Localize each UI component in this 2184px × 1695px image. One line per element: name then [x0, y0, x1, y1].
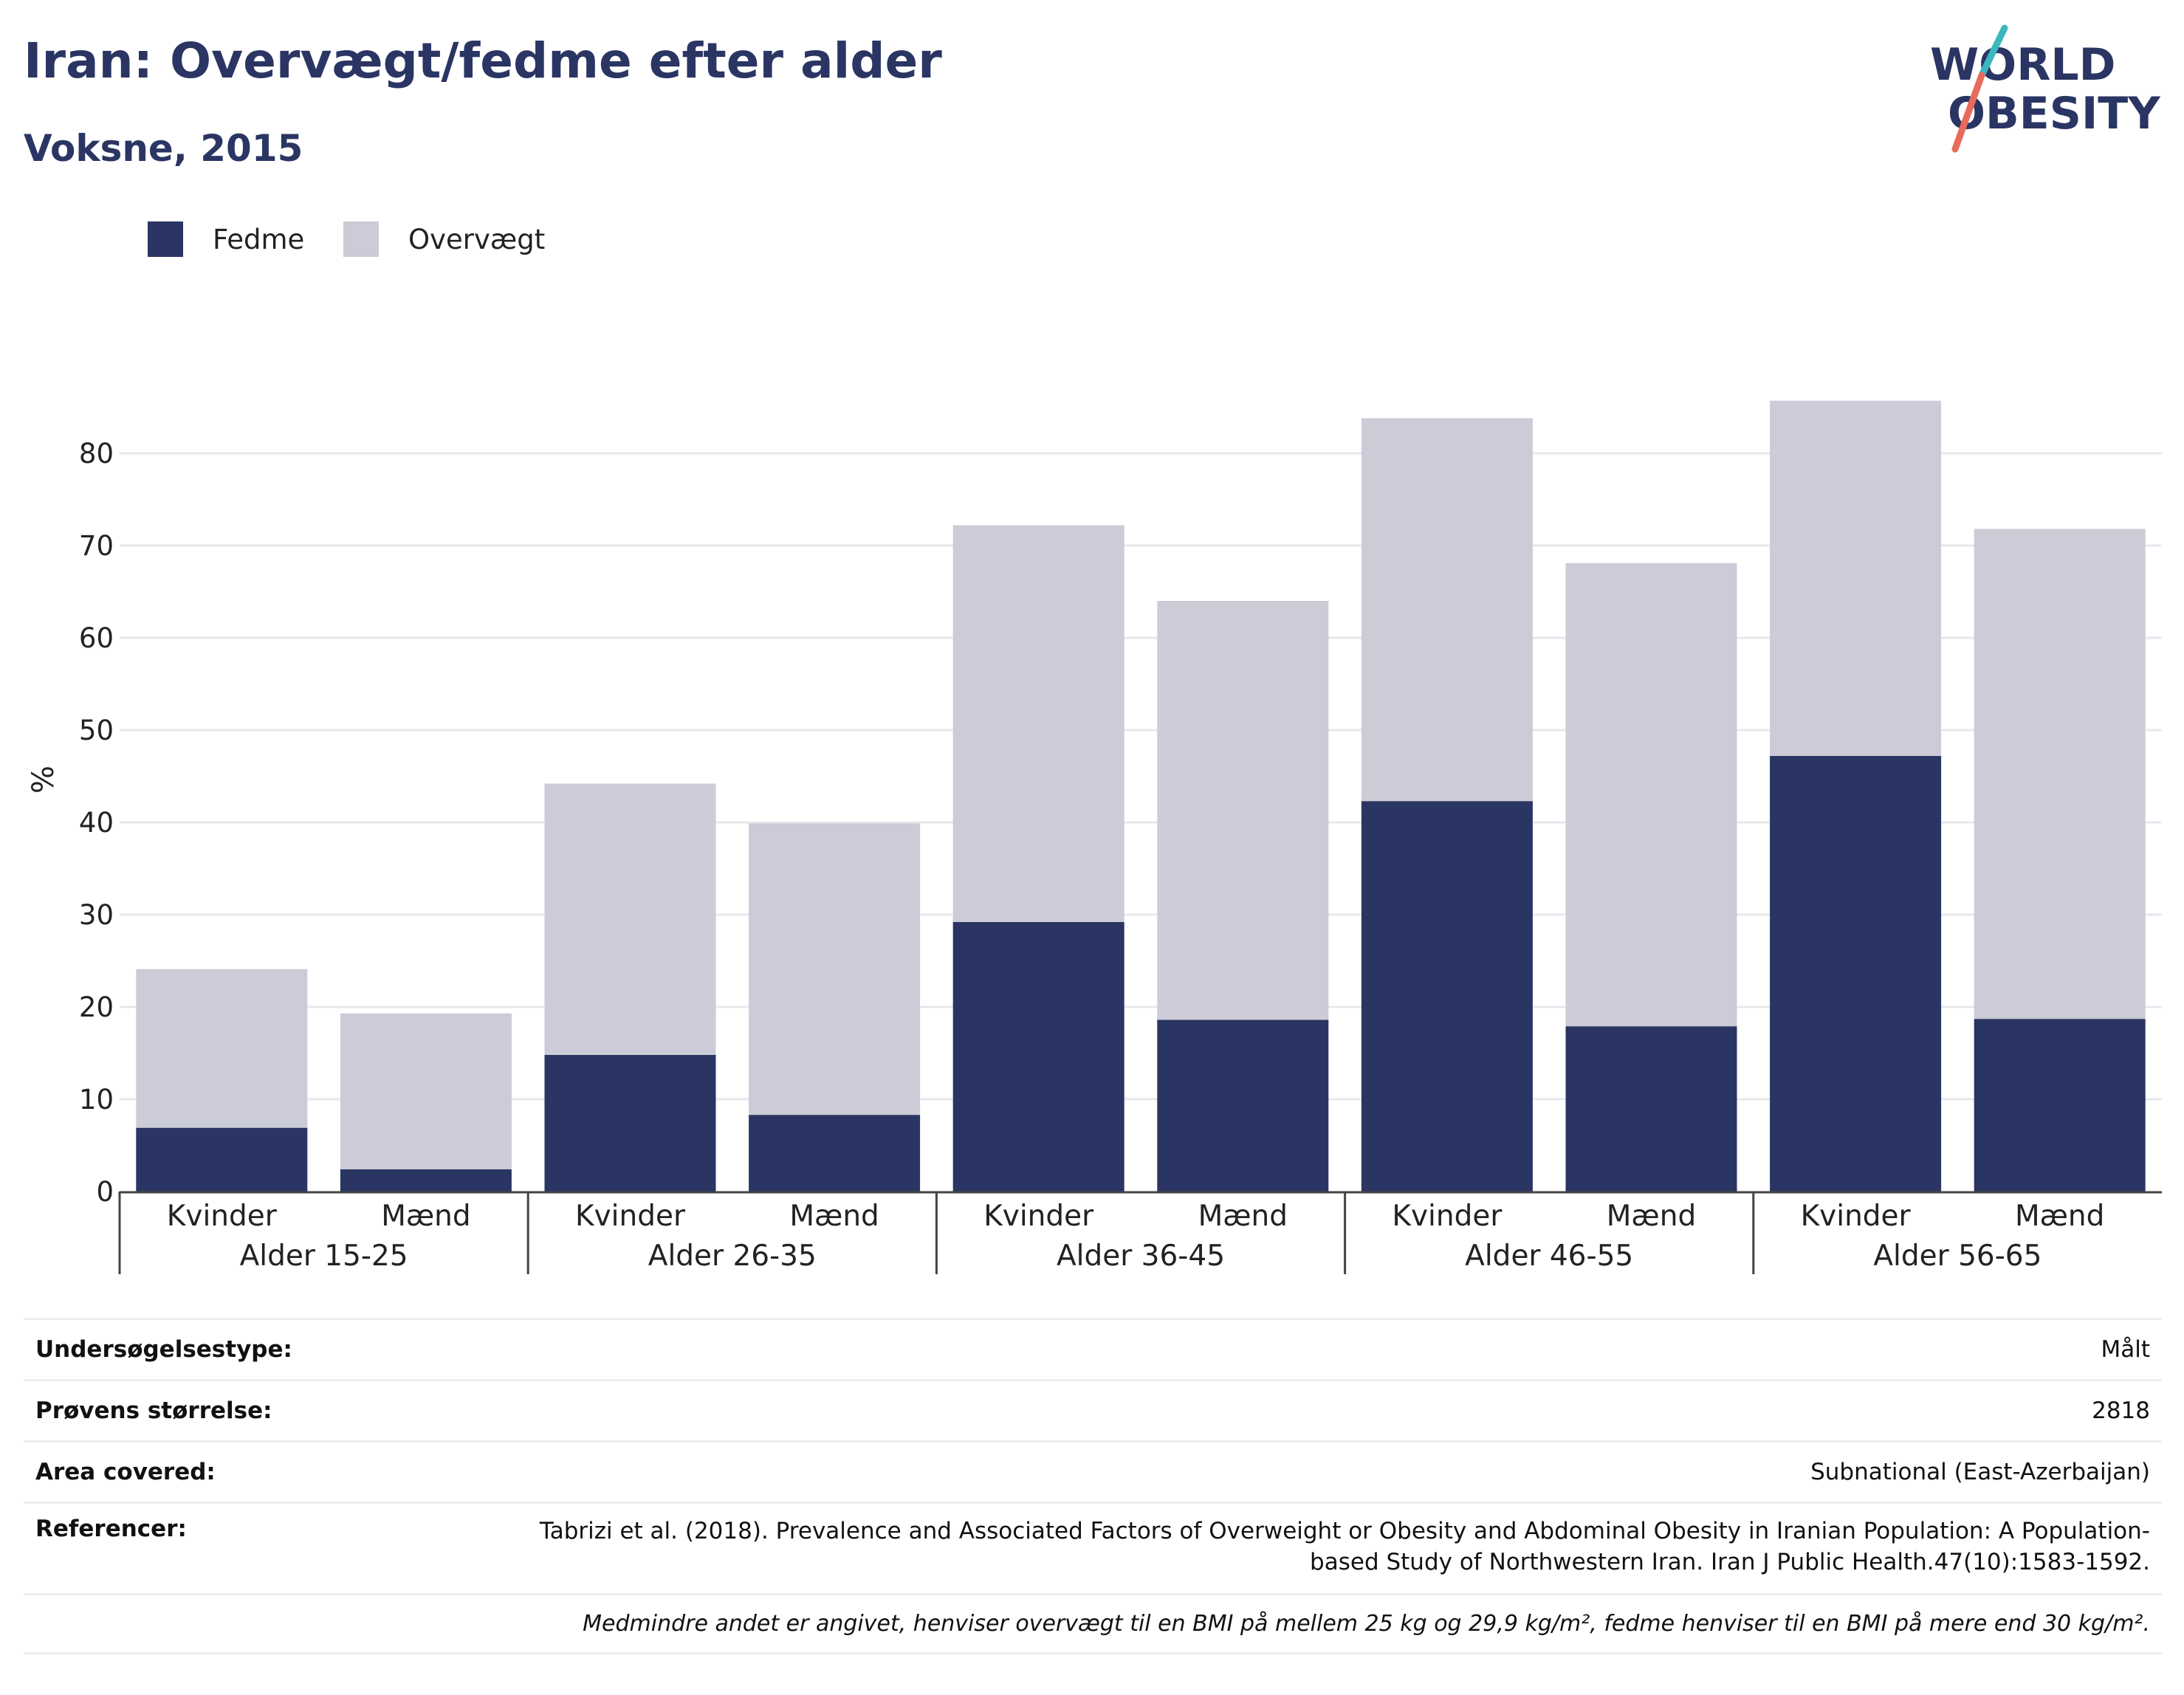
logo-slash-coral [1951, 72, 1985, 153]
bar-overvaegt [136, 969, 308, 1128]
x-group-label: Alder 36-45 [1057, 1240, 1225, 1273]
info-label: Undersøgelsestype: [35, 1336, 292, 1363]
bar-overvaegt [1565, 563, 1737, 1027]
bar-overvaegt [952, 525, 1124, 922]
bar-fedme [340, 1169, 512, 1192]
logo-line-2: OBESITY [1948, 88, 2161, 140]
y-tick-label: 50 [79, 715, 114, 746]
y-axis-label: % [27, 766, 61, 794]
world-obesity-logo: WORLD OBESITY [1930, 24, 2161, 153]
bar-overvaegt [1770, 400, 1942, 756]
info-row-area-covered: Area covered: Subnational (East-Azerbaij… [24, 1440, 2162, 1502]
x-axis: Kvinder Mænd Kvinder Mænd Kvinder Mænd Kvinder… [118, 1191, 2162, 1274]
references-text: Tabrizi et al. (2018). Prevalence and As… [539, 1518, 2150, 1575]
info-label: Prøvens størrelse: [35, 1397, 272, 1424]
x-group-label: Alder 26-35 [648, 1240, 817, 1273]
legend-swatch-fedme [148, 221, 183, 257]
x-category-label: Mænd [2015, 1200, 2104, 1233]
bar-fedme [1565, 1026, 1737, 1192]
legend-swatch-overvaegt [343, 221, 379, 257]
x-category-label: Kvinder [575, 1200, 686, 1233]
bar-fedme [544, 1055, 716, 1192]
bars [136, 400, 2146, 1192]
bar-fedme [749, 1115, 921, 1192]
bar-overvaegt [1974, 529, 2146, 1020]
bar-overvaegt [544, 783, 716, 1055]
bar-overvaegt [340, 1013, 512, 1169]
bar-overvaegt [1157, 601, 1329, 1020]
info-label: Area covered: [35, 1459, 216, 1485]
bar-fedme [1361, 801, 1533, 1192]
chart-subtitle: Voksne, 2015 [24, 127, 303, 170]
logo-slash-teal [1978, 24, 2008, 79]
bar-overvaegt [1361, 418, 1533, 802]
y-tick-label: 40 [79, 807, 114, 839]
info-row-sample-size: Prøvens størrelse: 2818 [24, 1379, 2162, 1440]
bar-fedme [1157, 1020, 1329, 1192]
bar-overvaegt [749, 823, 921, 1115]
bar-fedme [1770, 756, 1942, 1192]
bar-fedme [1974, 1019, 2146, 1192]
x-category-label: Kvinder [983, 1200, 1094, 1233]
x-category-label: Mænd [1607, 1200, 1696, 1233]
x-group-label: Alder 56-65 [1873, 1240, 2042, 1273]
legend-label: Fedme [213, 224, 304, 255]
legend-label: Overvægt [408, 224, 545, 255]
x-category-label: Kvinder [167, 1200, 278, 1233]
y-tick-label: 70 [79, 530, 114, 562]
x-group-label: Alder 15-25 [240, 1240, 408, 1273]
y-tick-label: 60 [79, 622, 114, 654]
note-text: Medmindre andet er angivet, henviser ove… [583, 1611, 2150, 1637]
info-table: Undersøgelsestype: Målt Prøvens størrels… [24, 1318, 2162, 1654]
bar-fedme [136, 1127, 308, 1192]
x-category-label: Kvinder [1392, 1200, 1503, 1233]
y-tick-label: 80 [79, 438, 114, 470]
info-label: Referencer: [35, 1516, 187, 1542]
x-category-label: Kvinder [1801, 1200, 1912, 1233]
info-row-survey-type: Undersøgelsestype: Målt [24, 1318, 2162, 1379]
x-category-label: Mænd [381, 1200, 470, 1233]
stacked-bar-chart: Fedme Overvægt 0 10 20 30 40 50 60 70 80% Kvinder… [27, 221, 2162, 1274]
y-tick-label: 20 [79, 991, 114, 1023]
bar-fedme [952, 922, 1124, 1192]
definition-note: Medmindre andet er angivet, henviser ove… [24, 1593, 2162, 1654]
legend: Fedme Overvægt [148, 221, 545, 257]
chart-title: Iran: Overvægt/fedme efter alder [24, 32, 942, 89]
y-tick-label: 10 [79, 1084, 114, 1115]
logo-line-1: WORLD [1930, 39, 2115, 91]
info-value: 2818 [2092, 1397, 2150, 1424]
info-row-references: Referencer: Tabrizi et al. (2018). Preva… [24, 1502, 2162, 1593]
y-tick-label: 30 [79, 899, 114, 931]
y-tick-label: 0 [96, 1176, 114, 1208]
x-category-label: Mænd [789, 1200, 879, 1233]
info-value: Subnational (East-Azerbaijan) [1810, 1459, 2150, 1485]
x-category-label: Mænd [1198, 1200, 1288, 1233]
info-value: Målt [2101, 1336, 2150, 1363]
x-group-label: Alder 46-55 [1465, 1240, 1633, 1273]
y-axis: 0 10 20 30 40 50 60 70 80% [27, 438, 114, 1208]
